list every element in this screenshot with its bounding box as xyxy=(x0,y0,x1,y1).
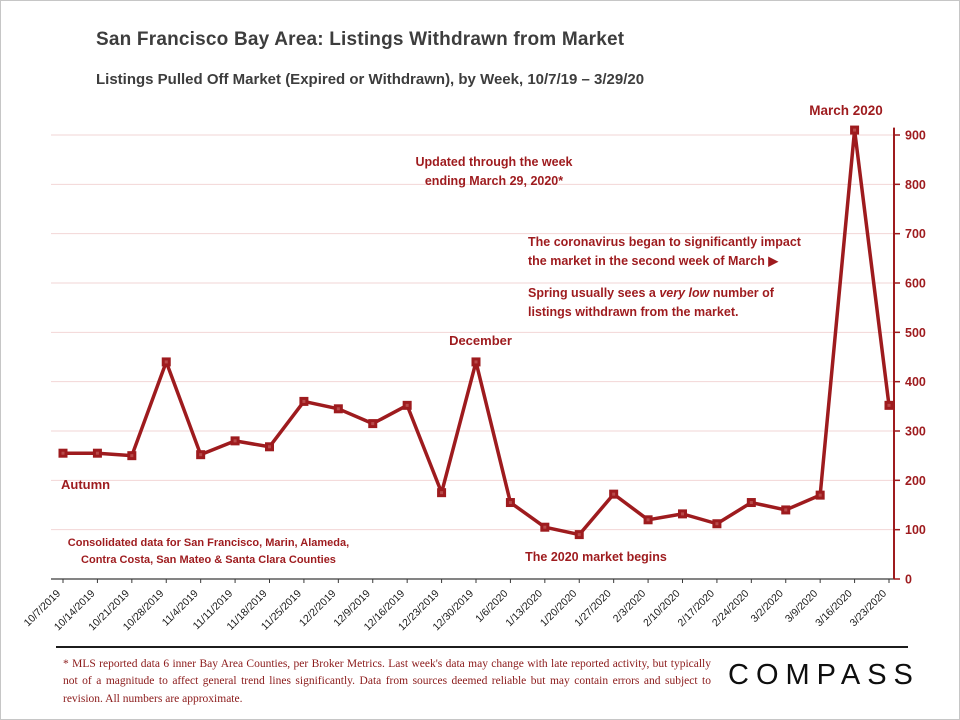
annotation-coronavirus: The coronavirus began to significantly i… xyxy=(528,233,838,272)
annotation-march-2020: March 2020 xyxy=(809,103,883,118)
annotation-consolidated-data: Consolidated data for San Francisco, Mar… xyxy=(56,535,361,568)
annotation-consolidated-line1: Consolidated data for San Francisco, Mar… xyxy=(67,537,350,549)
svg-text:200: 200 xyxy=(905,474,926,488)
svg-text:400: 400 xyxy=(905,375,926,389)
svg-text:1/27/2020: 1/27/2020 xyxy=(572,588,614,630)
series-markers xyxy=(58,125,894,540)
page-title: San Francisco Bay Area: Listings Withdra… xyxy=(96,29,625,50)
svg-text:3/2/2020: 3/2/2020 xyxy=(748,588,785,625)
footer-divider xyxy=(56,646,908,648)
page-subtitle: Listings Pulled Off Market (Expired or W… xyxy=(96,71,645,88)
footnote-text: * MLS reported data 6 inner Bay Area Cou… xyxy=(63,658,711,705)
svg-text:900: 900 xyxy=(905,129,926,143)
svg-text:300: 300 xyxy=(905,425,926,439)
annotation-consolidated-line2: Contra Costa, San Mateo & Santa Clara Co… xyxy=(81,553,336,566)
annotation-coronavirus-line2: the market in the second week of March ▶ xyxy=(528,254,778,269)
x-axis-labels: 10/7/201910/14/201910/21/201910/28/20191… xyxy=(22,588,890,634)
svg-text:0: 0 xyxy=(905,573,912,587)
annotation-coronavirus-line1: The coronavirus began to significantly i… xyxy=(528,235,801,249)
annotation-spring-line2: listings withdrawn from the market. xyxy=(528,305,739,320)
svg-text:500: 500 xyxy=(905,326,926,340)
svg-text:3/23/2020: 3/23/2020 xyxy=(848,588,890,630)
annotation-autumn: Autumn xyxy=(61,477,111,492)
annotation-spring: Spring usually sees a very low number of… xyxy=(528,284,838,323)
annotation-2020-market-begins: The 2020 market begins xyxy=(525,550,667,564)
line-chart: 0 100 200 300 400 500 600 700 800 900 10/7/201910/… xyxy=(22,125,926,634)
annotation-spring-post: number of xyxy=(709,286,774,300)
compass-logo: COMPASS xyxy=(728,659,920,691)
svg-text:2/24/2020: 2/24/2020 xyxy=(710,588,752,630)
y-axis-labels: 0 100 200 300 400 500 600 700 800 900 xyxy=(894,129,926,587)
annotation-spring-italic: very low xyxy=(659,286,710,300)
svg-text:700: 700 xyxy=(905,227,926,241)
x-axis-ticks xyxy=(62,579,890,583)
svg-text:800: 800 xyxy=(905,178,926,192)
annotation-spring-pre: Spring usually sees a xyxy=(528,286,660,300)
annotation-updated-through: Updated through the week ending March 29… xyxy=(369,153,619,192)
svg-text:600: 600 xyxy=(905,277,926,291)
svg-text:100: 100 xyxy=(905,523,926,537)
annotation-updated-line1: Updated through the week xyxy=(415,155,573,169)
annotation-updated-line2: ending March 29, 2020* xyxy=(424,174,564,189)
annotation-december: December xyxy=(449,333,512,348)
